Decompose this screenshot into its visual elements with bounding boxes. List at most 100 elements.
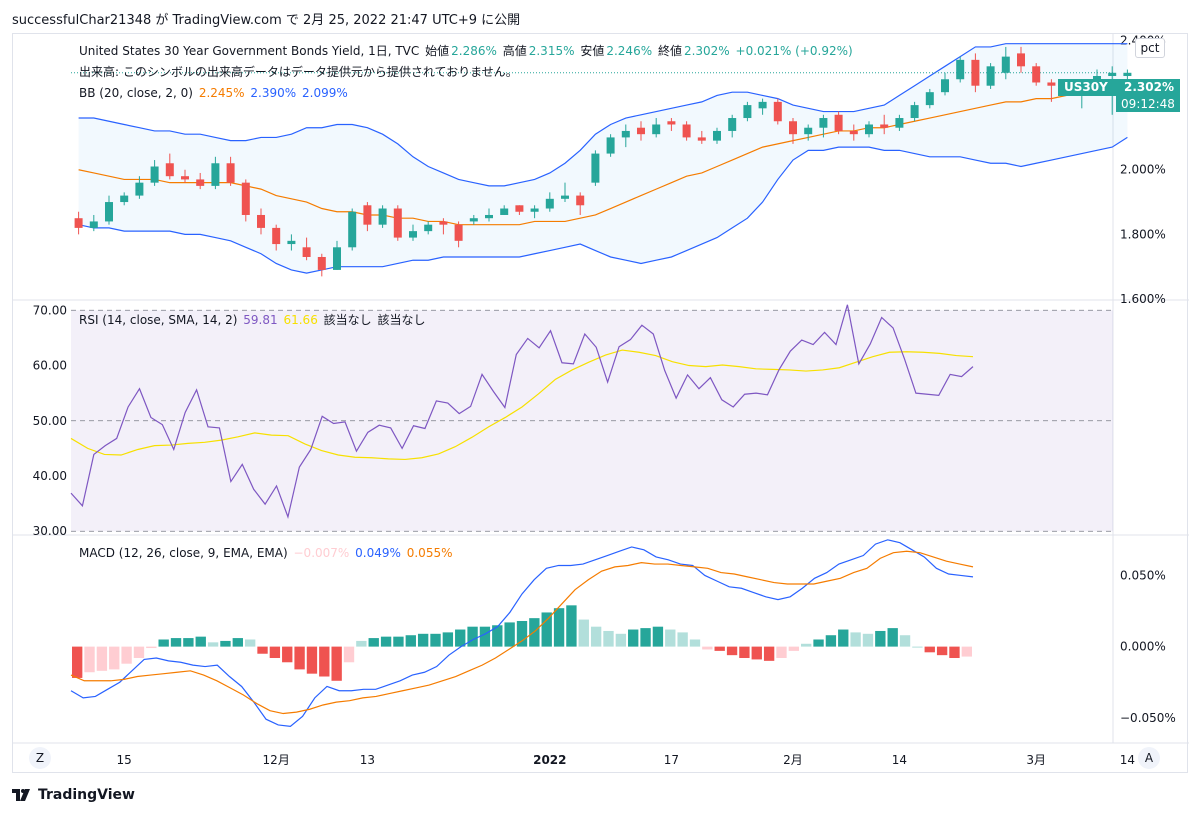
candle-body xyxy=(500,208,509,215)
tradingview-logo[interactable]: TradingView xyxy=(12,787,135,803)
candle-body xyxy=(378,208,387,225)
candle-body xyxy=(606,137,615,154)
chart-frame[interactable]: 2.400%2.200%2.000%1.800%1.600%70.0060.00… xyxy=(12,33,1189,773)
rsi-tick-label: 40.00 xyxy=(33,469,67,483)
macd-histogram-bar xyxy=(739,646,750,659)
rsi-tick-label: 60.00 xyxy=(33,359,67,373)
change-value: +0.021% (+0.92%) xyxy=(735,44,853,58)
candle-body xyxy=(317,256,326,270)
macd-histogram-bar xyxy=(541,612,552,647)
candle-body xyxy=(1047,82,1056,86)
time-tick-label: 15 xyxy=(117,753,132,767)
rsi-legend: RSI (14, close, SMA, 14, 2) 59.81 61.66 … xyxy=(79,311,428,328)
candle-body xyxy=(333,247,341,270)
price-tick-label: 1.600% xyxy=(1120,292,1166,306)
macd-histogram-bar xyxy=(442,632,454,647)
macd-histogram-bar xyxy=(726,646,738,656)
macd-signal-line xyxy=(70,550,974,715)
macd-histogram-bar xyxy=(665,629,676,647)
macd-histogram-bar xyxy=(294,646,305,670)
zoom-reset-button[interactable]: Z xyxy=(29,747,51,769)
candle-body xyxy=(834,114,843,131)
macd-value: 0.049% xyxy=(355,546,401,560)
candle-body xyxy=(697,137,706,141)
candle-body xyxy=(971,59,980,86)
candle-body xyxy=(743,105,752,119)
candle-body xyxy=(105,202,113,222)
candle-body xyxy=(895,118,904,128)
macd-histogram-bar xyxy=(788,646,800,651)
macd-histogram-bar xyxy=(380,636,392,647)
rsi-ma-value: 61.66 xyxy=(283,313,318,327)
macd-histogram-bar xyxy=(133,646,145,659)
publish-header: successfulChar21348 が TradingView.com で … xyxy=(12,13,521,28)
macd-histogram-bar xyxy=(776,646,787,659)
candle-body xyxy=(986,66,995,86)
candle-body xyxy=(89,221,98,228)
macd-histogram-bar xyxy=(628,629,639,647)
macd-histogram-bar xyxy=(961,646,972,657)
macd-histogram-bar xyxy=(838,629,849,647)
auto-scale-button[interactable]: A xyxy=(1138,747,1160,769)
candle-body xyxy=(1123,72,1132,77)
chart-canvas: 2.400%2.200%2.000%1.800%1.600%70.0060.00… xyxy=(13,34,1189,767)
macd-histogram-bar xyxy=(331,646,342,681)
candle-body xyxy=(925,92,934,106)
candle-body xyxy=(485,214,493,219)
macd-histogram-bar xyxy=(393,636,404,647)
main-legend: United States 30 Year Government Bonds Y… xyxy=(79,41,855,104)
bb-label[interactable]: BB (20, close, 2, 0) xyxy=(79,86,193,100)
candle-body xyxy=(591,153,600,183)
candle-body xyxy=(287,240,296,245)
rsi-line xyxy=(70,304,974,519)
candle-body xyxy=(135,182,144,196)
macd-histogram-bar xyxy=(763,646,775,661)
candle-body xyxy=(713,130,721,141)
time-tick-label: 14 xyxy=(892,753,907,767)
candle-body xyxy=(561,195,569,199)
close-label: 終値 xyxy=(657,44,682,58)
candle-body xyxy=(120,195,129,203)
macd-histogram-bar xyxy=(912,646,923,648)
candle-body xyxy=(363,205,372,225)
macd-histogram-bar xyxy=(887,628,898,647)
candle-body xyxy=(439,221,448,225)
macd-hist-value: −0.007% xyxy=(293,546,350,560)
candle-body xyxy=(956,59,965,80)
macd-histogram-bar xyxy=(306,646,318,674)
candle-body xyxy=(789,121,797,135)
bb-lower-value: 2.099% xyxy=(302,86,348,100)
macd-histogram-bar xyxy=(825,635,837,647)
candle-body xyxy=(1032,66,1041,83)
candle-body xyxy=(865,124,873,135)
rsi-label[interactable]: RSI (14, close, SMA, 14, 2) xyxy=(79,313,238,327)
macd-tick-label: 0.050% xyxy=(1120,568,1166,582)
macd-histogram-bar xyxy=(578,619,589,647)
macd-histogram-bar xyxy=(492,625,503,647)
candle-body xyxy=(196,179,205,186)
macd-histogram-bar xyxy=(899,635,911,647)
macd-histogram-bar xyxy=(455,629,466,647)
candle-body xyxy=(1108,72,1117,77)
bb-upper-value: 2.390% xyxy=(250,86,297,100)
macd-histogram-bar xyxy=(282,646,293,663)
macd-histogram-bar xyxy=(652,626,664,647)
candle-body xyxy=(272,227,281,245)
macd-histogram-bar xyxy=(244,639,256,647)
candle-body xyxy=(545,198,554,209)
candle-body xyxy=(530,208,539,212)
candle-body xyxy=(682,124,691,138)
candle-body xyxy=(226,163,235,183)
macd-histogram-bar xyxy=(84,646,95,673)
candle-body xyxy=(424,224,433,232)
candle-body xyxy=(150,166,159,183)
candle-body xyxy=(621,130,630,138)
candle-body xyxy=(667,121,676,125)
macd-label[interactable]: MACD (12, 26, close, 9, EMA, EMA) xyxy=(79,546,288,560)
macd-histogram-bar xyxy=(615,633,627,647)
candle-body xyxy=(652,124,661,135)
macd-histogram-bar xyxy=(677,632,688,647)
macd-histogram-bar xyxy=(96,646,108,671)
percent-scale-button[interactable]: pct xyxy=(1135,38,1165,58)
macd-histogram-bar xyxy=(417,633,429,647)
